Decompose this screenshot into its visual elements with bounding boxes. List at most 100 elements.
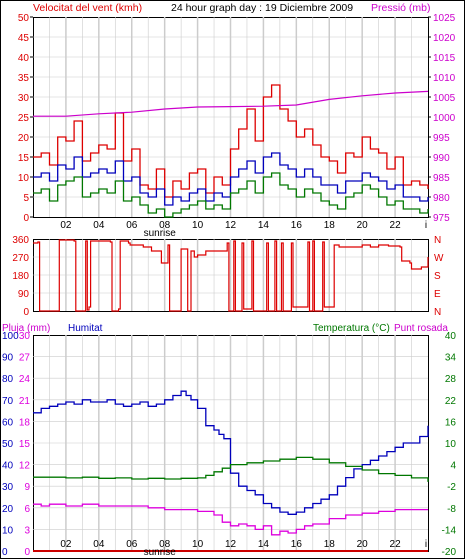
temperature-axis-title: Temperatura (°C) bbox=[313, 323, 390, 334]
humidity-y-tick-label: 60 bbox=[2, 417, 14, 428]
wind-y-tick-label: 0 bbox=[23, 213, 29, 224]
weather-x-end-marker: i bbox=[425, 539, 427, 550]
pressure-y-tick-label: 995 bbox=[433, 133, 450, 144]
compass-tick-label: N bbox=[434, 307, 441, 318]
series-direction bbox=[33, 239, 429, 312]
rain-axis-title: Pluja (mm) bbox=[2, 323, 50, 334]
direction-y-tick-label: 270 bbox=[12, 253, 29, 264]
wind-x-tick-label: 14 bbox=[258, 220, 270, 231]
wind-x-tick-label: 08 bbox=[159, 220, 171, 231]
temp-y-tick-label: 10 bbox=[445, 439, 457, 450]
wind-x-tick-label: 20 bbox=[357, 220, 369, 231]
weather-x-tick-label: 10 bbox=[192, 539, 204, 550]
series-minimum bbox=[33, 172, 429, 218]
humidity-y-tick-label: 20 bbox=[2, 504, 14, 515]
rain-y-tick-label: 15 bbox=[19, 439, 31, 450]
dewpoint-axis-title: Punt rosada bbox=[394, 323, 448, 334]
wind-x-tick-label: 02 bbox=[60, 220, 72, 231]
direction-y-tick-label: 360 bbox=[12, 235, 29, 246]
wind-y-tick-label: 5 bbox=[23, 193, 29, 204]
rain-y-tick-label: 18 bbox=[19, 417, 31, 428]
wind-y-tick-label: 20 bbox=[18, 133, 30, 144]
pressure-y-tick-label: 1000 bbox=[433, 113, 456, 124]
temp-y-tick-label: -8 bbox=[447, 504, 456, 515]
pressure-axis-title: Pressió (mb) bbox=[371, 2, 431, 14]
weather-x-tick-label: 04 bbox=[93, 539, 105, 550]
weather-x-tick-label: 14 bbox=[258, 539, 270, 550]
weather-x-tick-label: 22 bbox=[390, 539, 402, 550]
wind-y-tick-label: 35 bbox=[18, 73, 30, 84]
wind-y-tick-label: 30 bbox=[18, 93, 30, 104]
pressure-y-tick-label: 1005 bbox=[433, 93, 456, 104]
humidity-y-tick-label: 100 bbox=[2, 331, 19, 342]
humidity-y-tick-label: 30 bbox=[2, 482, 14, 493]
temp-y-tick-label: 22 bbox=[445, 396, 457, 407]
wind-y-tick-label: 40 bbox=[18, 53, 30, 64]
rain-y-tick-label: 9 bbox=[24, 482, 30, 493]
pressure-y-tick-label: 975 bbox=[433, 213, 450, 224]
rain-y-tick-label: 12 bbox=[19, 461, 31, 472]
wind-x-tick-label: 12 bbox=[225, 220, 237, 231]
series-pressure bbox=[33, 90, 429, 117]
humidity-y-tick-label: 40 bbox=[2, 461, 14, 472]
temp-y-tick-label: 28 bbox=[445, 374, 457, 385]
wind-x-tick-label: 06 bbox=[126, 220, 138, 231]
rain-y-tick-label: 6 bbox=[24, 504, 30, 515]
series-gust bbox=[33, 84, 429, 198]
wind-x-tick-label: 22 bbox=[390, 220, 402, 231]
pressure-y-tick-label: 980 bbox=[433, 193, 450, 204]
sunrise-label: sunrise bbox=[144, 228, 177, 239]
weather-x-tick-label: 02 bbox=[60, 539, 72, 550]
weather-x-tick-label: 18 bbox=[324, 539, 336, 550]
direction-y-tick-label: 0 bbox=[23, 307, 29, 318]
wind-y-tick-label: 45 bbox=[18, 33, 30, 44]
rain-y-tick-label: 21 bbox=[19, 396, 31, 407]
pressure-y-tick-label: 990 bbox=[433, 153, 450, 164]
humidity-y-tick-label: 0 bbox=[2, 547, 8, 558]
temp-y-tick-label: 40 bbox=[445, 331, 457, 342]
pressure-y-tick-label: 1020 bbox=[433, 33, 456, 44]
sunrise-label: sunrise bbox=[144, 547, 177, 558]
wind-y-tick-label: 15 bbox=[18, 153, 30, 164]
weather-x-tick-label: 06 bbox=[126, 539, 138, 550]
temp-y-tick-label: 4 bbox=[450, 461, 456, 472]
weather-x-tick-label: 16 bbox=[291, 539, 303, 550]
rain-y-tick-label: 0 bbox=[24, 547, 30, 558]
compass-tick-label: E bbox=[434, 289, 441, 300]
series-temperature bbox=[33, 456, 429, 482]
wind-y-tick-label: 25 bbox=[18, 113, 30, 124]
wind-x-end-marker: i bbox=[425, 220, 427, 231]
humidity-y-tick-label: 90 bbox=[2, 353, 14, 364]
temp-y-tick-label: -2 bbox=[447, 482, 456, 493]
series-dewpoint bbox=[33, 503, 428, 536]
pressure-y-tick-label: 1010 bbox=[433, 73, 456, 84]
humidity-y-tick-label: 70 bbox=[2, 396, 14, 407]
rain-y-tick-label: 27 bbox=[19, 353, 31, 364]
series-humidity bbox=[33, 390, 429, 515]
direction-y-tick-label: 180 bbox=[12, 271, 29, 282]
humidity-axis-title: Humitat bbox=[68, 323, 103, 334]
wind-y-tick-label: 10 bbox=[18, 173, 30, 184]
compass-tick-label: N bbox=[434, 235, 441, 246]
temp-y-tick-label: -14 bbox=[442, 525, 457, 536]
wind-y-tick-label: 50 bbox=[18, 13, 30, 24]
series-average bbox=[33, 152, 429, 206]
rain-y-tick-label: 3 bbox=[24, 525, 30, 536]
weather-x-tick-label: 08 bbox=[159, 539, 171, 550]
wind-x-tick-label: 04 bbox=[93, 220, 105, 231]
direction-y-tick-label: 90 bbox=[18, 289, 30, 300]
pressure-y-tick-label: 1015 bbox=[433, 53, 456, 64]
temp-y-tick-label: 34 bbox=[445, 353, 457, 364]
humidity-y-tick-label: 10 bbox=[2, 525, 14, 536]
humidity-y-tick-label: 80 bbox=[2, 374, 14, 385]
wind-x-tick-label: 16 bbox=[291, 220, 303, 231]
compass-tick-label: W bbox=[434, 253, 444, 264]
weather-x-tick-label: 20 bbox=[357, 539, 369, 550]
temp-y-tick-label: 16 bbox=[445, 417, 457, 428]
chart-marks: 0510152025303540455097598098599099510001… bbox=[2, 13, 456, 558]
rain-y-tick-label: 30 bbox=[19, 331, 31, 342]
temp-y-tick-label: -20 bbox=[442, 547, 457, 558]
pressure-y-tick-label: 985 bbox=[433, 173, 450, 184]
weather-x-tick-label: 12 bbox=[225, 539, 237, 550]
pressure-y-tick-label: 1025 bbox=[433, 13, 456, 24]
